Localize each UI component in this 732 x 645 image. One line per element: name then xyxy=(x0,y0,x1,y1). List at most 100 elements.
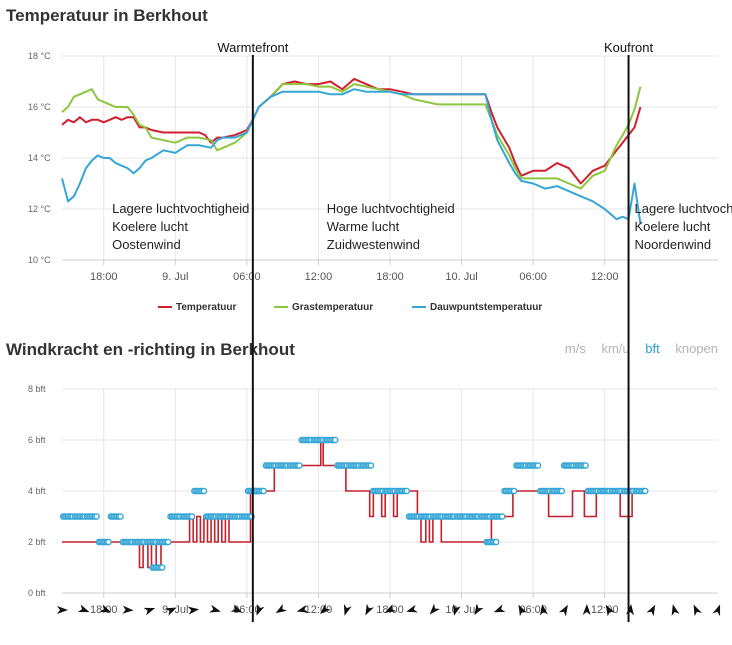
temp-xtick-label: 9. Jul xyxy=(162,271,188,283)
wind-direction-arrow xyxy=(558,604,568,617)
wind-direction-arrow xyxy=(453,604,461,616)
wind-direction-arrow xyxy=(256,603,265,616)
wind-direction-arrow xyxy=(429,603,441,615)
unit-tabs: m/s km/u bft knopen xyxy=(553,341,718,356)
series-line-temperatuur xyxy=(61,77,642,185)
wind-chart-title: Windkracht en -richting in Berkhout xyxy=(6,340,295,359)
wind-direction-arrow xyxy=(712,604,721,617)
wind-direction-arrow xyxy=(77,604,90,613)
gust-marker xyxy=(367,462,375,469)
temp-ytick-label: 16 °C xyxy=(28,102,51,112)
series-line-dauwpuntstemperatuur xyxy=(61,88,642,225)
gust-marker xyxy=(331,436,339,444)
annotation-line: Lagere luchtvochtigheid xyxy=(635,201,732,216)
wind-direction-arrow xyxy=(143,607,156,616)
legend-label: Dauwpuntstemperatuur xyxy=(430,302,542,313)
gust-marker xyxy=(403,487,411,495)
gust-marker xyxy=(117,513,124,520)
wind-direction-arrow xyxy=(671,604,680,616)
wind-ytick-label: 6 bft xyxy=(28,435,46,445)
unit-tab-kmh[interactable]: km/u xyxy=(601,341,630,356)
gust-marker xyxy=(498,513,506,520)
wind-xtick-label: 9. Jul xyxy=(162,604,188,616)
temp-xtick-label: 18:00 xyxy=(376,271,404,283)
gust-marker xyxy=(93,513,100,520)
wind-direction-arrow xyxy=(474,603,484,616)
wind-direction-arrow xyxy=(625,604,634,616)
wind-direction-arrow xyxy=(99,604,112,613)
gust-marker xyxy=(296,462,303,469)
wind-direction-arrow xyxy=(122,605,134,614)
gust-marker xyxy=(558,487,566,495)
series-line-grastemperatuur xyxy=(61,83,642,190)
wind-ytick-label: 4 bft xyxy=(28,486,46,496)
annotation-line: Noordenwind xyxy=(635,237,712,252)
gust-marker xyxy=(510,487,518,495)
gust-marker xyxy=(260,487,267,495)
gust-marker xyxy=(158,564,166,571)
wind-direction-arrow xyxy=(275,603,288,614)
wind-ytick-label: 8 bft xyxy=(28,384,46,394)
temp-xtick-label: 18:00 xyxy=(90,271,118,283)
gust-marker xyxy=(582,462,589,469)
annotation-line: Koelere lucht xyxy=(112,219,188,234)
wind-direction-arrow xyxy=(296,604,309,613)
wind-direction-arrow xyxy=(57,606,68,614)
gust-marker xyxy=(105,538,112,546)
annotation-line: Lagere luchtvochtigheid xyxy=(112,201,249,216)
wind-ytick-label: 0 bft xyxy=(28,588,46,598)
wind-ytick-label: 2 bft xyxy=(28,537,46,547)
temp-ytick-label: 18 °C xyxy=(28,51,51,61)
temperature-legend: Temperatuur Grastemperatuur Dauwpuntstempe… xyxy=(158,302,542,313)
temp-xtick-label: 12:00 xyxy=(305,271,333,283)
wind-xtick-label: 06:00 xyxy=(519,604,547,616)
wind-xtick-label: 12:00 xyxy=(591,604,619,616)
unit-tab-bft[interactable]: bft xyxy=(645,341,660,356)
front-label: Koufront xyxy=(604,40,654,55)
front-label: Warmtefront xyxy=(217,40,288,55)
wind-force-line xyxy=(62,439,641,569)
chart-annotations: Warmtefront Koufront Lagere luchtvochtighe… xyxy=(112,40,732,622)
legend-label: Grastemperatuur xyxy=(292,302,373,313)
wind-direction-arrow xyxy=(605,604,615,617)
gust-marker xyxy=(534,462,542,469)
gust-marker xyxy=(641,487,649,495)
annotation-line: Zuidwestenwind xyxy=(327,237,420,252)
wind-direction-arrow xyxy=(384,604,397,613)
wind-direction-arrow xyxy=(187,606,200,615)
unit-tab-knots[interactable]: knopen xyxy=(675,341,718,356)
wind-direction-arrow xyxy=(406,604,418,613)
temp-xtick-label: 06:00 xyxy=(519,271,547,283)
annotation-line: Oostenwind xyxy=(112,237,181,252)
temp-ytick-label: 10 °C xyxy=(28,255,51,265)
gust-marker xyxy=(492,538,500,546)
temp-xtick-label: 10. Jul xyxy=(445,271,477,283)
gust-marker xyxy=(188,513,196,520)
temp-xtick-label: 06:00 xyxy=(233,271,261,283)
wind-direction-arrow xyxy=(518,604,528,617)
wind-direction-arrow xyxy=(343,604,352,616)
temperature-chart-title: Temperatuur in Berkhout xyxy=(6,6,208,25)
annotation-line: Warme lucht xyxy=(327,219,400,234)
wind-direction-arrow xyxy=(209,604,221,613)
wind-direction-arrow xyxy=(365,603,374,616)
temperature-chart: 10 °C 12 °C 14 °C 16 °C 18 °C 18:00 9. Jul 06:0… xyxy=(28,51,718,283)
wind-direction-arrow xyxy=(230,604,243,613)
legend-label: Temperatuur xyxy=(176,302,236,313)
gust-marker xyxy=(200,487,208,495)
wind-direction-arrow xyxy=(165,607,177,616)
annotation-line: Hoge luchtvochtigheid xyxy=(327,201,455,216)
temp-ytick-label: 12 °C xyxy=(28,204,51,214)
wind-direction-arrow xyxy=(582,604,591,616)
wind-direction-arrow xyxy=(493,604,506,613)
temp-ytick-label: 14 °C xyxy=(28,153,51,163)
wind-direction-arrow xyxy=(539,604,548,616)
unit-tab-ms[interactable]: m/s xyxy=(564,341,586,356)
temp-xtick-label: 12:00 xyxy=(591,271,619,283)
wind-xtick-label: 10. Jul xyxy=(445,604,477,616)
wind-direction-arrow xyxy=(319,603,331,615)
gust-marker xyxy=(164,538,172,546)
wind-direction-arrow xyxy=(693,604,702,617)
